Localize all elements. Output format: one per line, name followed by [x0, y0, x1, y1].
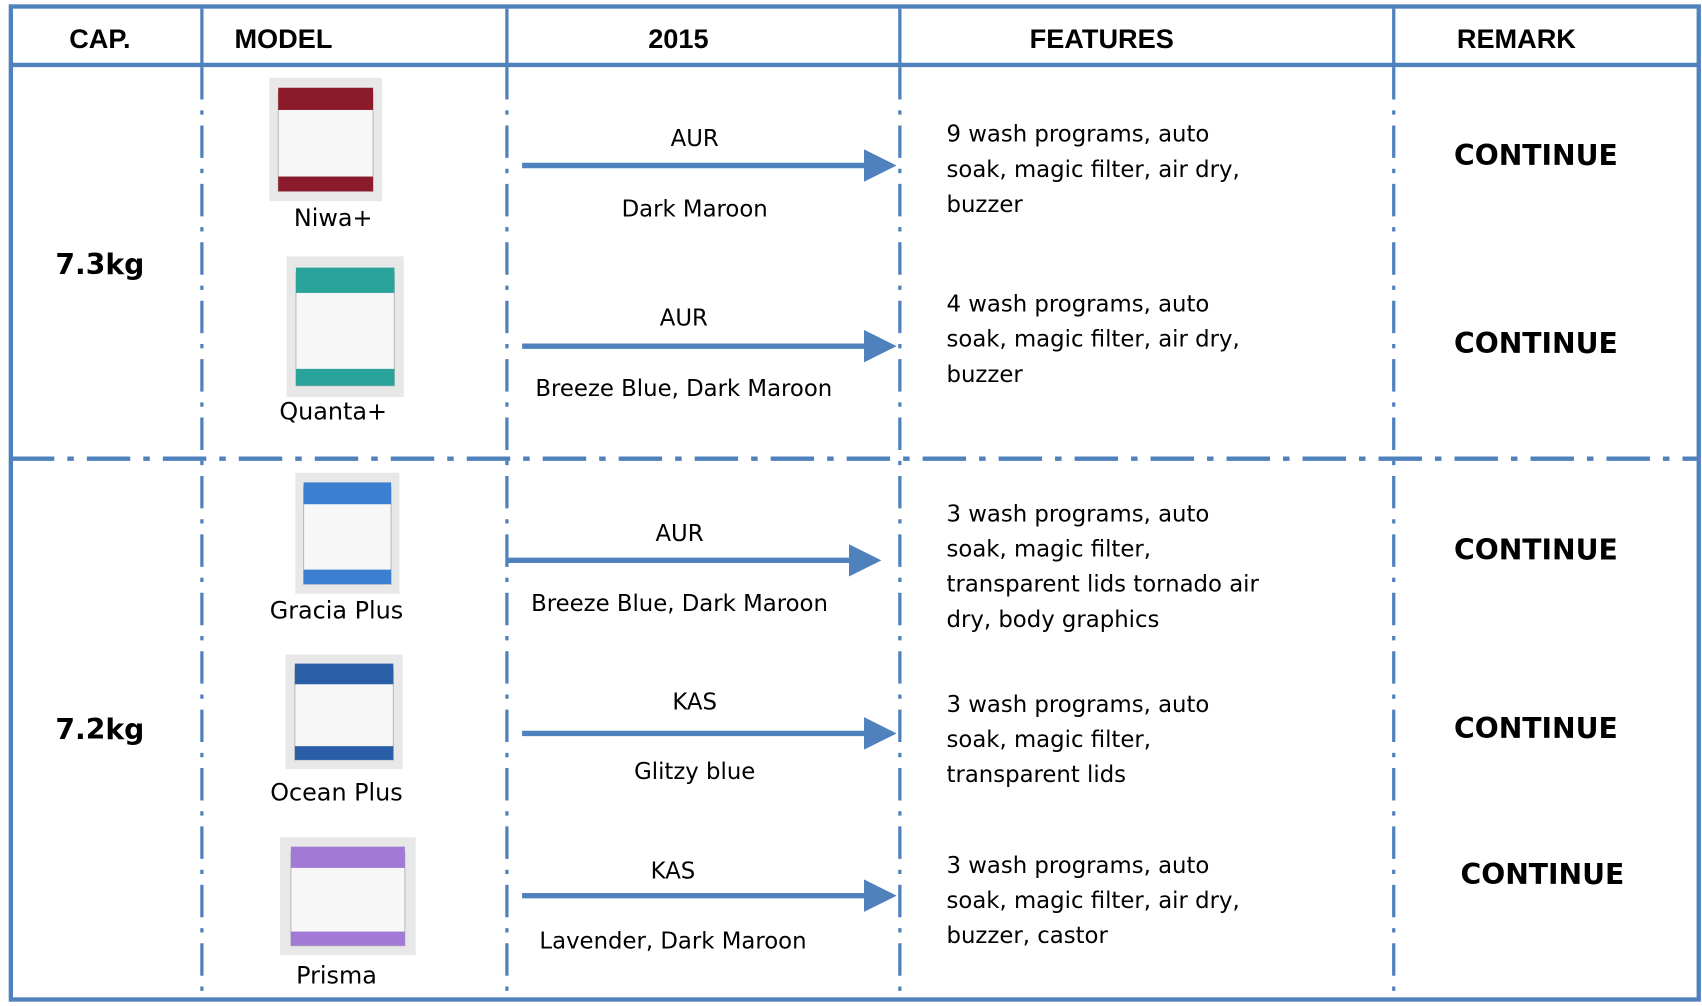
feature-line: 3 wash programs, auto: [947, 853, 1210, 879]
remark: CONTINUE: [1461, 858, 1625, 891]
model-name: Ocean Plus: [270, 779, 403, 807]
product-image: [269, 77, 383, 202]
washer-top: [278, 87, 374, 110]
model-name: Prisma: [296, 961, 377, 989]
model-name: Niwa+: [294, 204, 373, 232]
model-code: AUR: [660, 306, 708, 332]
header-cell: CAP.: [69, 23, 130, 54]
header-cell: MODEL: [234, 23, 332, 54]
washer-base: [303, 569, 392, 585]
washer-top: [294, 663, 394, 685]
header-cell: 2015: [648, 23, 708, 54]
feature-line: 3 wash programs, auto: [947, 501, 1210, 527]
feature-line: transparent lids tornado air: [947, 572, 1260, 598]
remark: CONTINUE: [1454, 327, 1618, 360]
model-colors: Breeze Blue, Dark Maroon: [535, 376, 832, 402]
washer-base: [295, 368, 395, 386]
feature-line: 9 wash programs, auto: [947, 122, 1210, 148]
remark: CONTINUE: [1454, 712, 1618, 745]
washer-base: [290, 931, 405, 946]
header-cell: REMARK: [1457, 23, 1576, 54]
remark: CONTINUE: [1454, 534, 1618, 567]
product-image: [286, 256, 404, 397]
product-image: [280, 837, 416, 956]
feature-line: buzzer: [947, 192, 1024, 218]
model-code: KAS: [651, 858, 696, 884]
feature-line: transparent lids: [947, 762, 1127, 788]
washer-top: [295, 267, 395, 293]
product-image: [295, 472, 400, 594]
feature-line: soak, magic filter, air dry,: [947, 157, 1240, 183]
feature-line: 3 wash programs, auto: [947, 692, 1210, 718]
capacity: 7.3kg: [55, 248, 144, 281]
washer-top: [290, 846, 405, 868]
feature-line: soak, magic filter, air dry,: [947, 888, 1240, 914]
model-colors: Glitzy blue: [634, 759, 755, 785]
header-cell: FEATURES: [1030, 23, 1174, 54]
model-name: Quanta+: [279, 398, 387, 426]
model-colors: Dark Maroon: [622, 196, 768, 222]
feature-line: soak, magic filter,: [947, 537, 1151, 563]
feature-line: buzzer, castor: [947, 923, 1109, 949]
feature-line: dry, body graphics: [947, 607, 1160, 633]
washer-top: [303, 482, 392, 505]
column-rules: [200, 8, 1396, 998]
model-code: AUR: [655, 521, 703, 547]
feature-line: soak, magic filter, air dry,: [947, 327, 1240, 353]
remark: CONTINUE: [1454, 139, 1618, 172]
model-code: KAS: [672, 690, 717, 716]
model-colors: Breeze Blue, Dark Maroon: [531, 591, 828, 617]
washer-base: [278, 176, 374, 192]
model-name: Gracia Plus: [270, 597, 403, 625]
model-colors: Lavender, Dark Maroon: [539, 929, 806, 955]
feature-line: 4 wash programs, auto: [947, 292, 1210, 318]
product-image: [285, 654, 403, 770]
washer-base: [294, 746, 394, 760]
capacity: 7.2kg: [55, 713, 144, 746]
table-border: [8, 4, 1701, 1002]
feature-line: soak, magic filter,: [947, 727, 1151, 753]
model-code: AUR: [671, 126, 719, 152]
feature-line: buzzer: [947, 362, 1024, 388]
